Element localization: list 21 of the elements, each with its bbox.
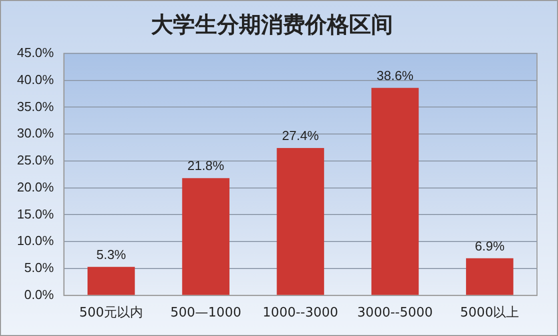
y-tick-label: 15.0% — [16, 206, 54, 222]
y-tick-label: 5.0% — [24, 260, 54, 276]
y-tick-label: 45.0% — [16, 44, 54, 60]
y-tick-label: 25.0% — [16, 152, 54, 168]
x-tick-label: 5000以上 — [460, 306, 520, 321]
y-tick-label: 0.0% — [24, 286, 54, 302]
x-tick-label: 500—1000 — [170, 306, 242, 321]
data-label: 6.9% — [474, 238, 505, 254]
y-tick-label: 10.0% — [16, 233, 54, 248]
y-tick-label: 30.0% — [16, 126, 54, 141]
data-label: 38.6% — [376, 68, 414, 83]
y-tick-label: 40.0% — [16, 72, 54, 87]
x-tick-label: 500元以内 — [79, 306, 144, 321]
data-label: 5.3% — [96, 246, 126, 262]
x-tick-label: 3000--5000 — [357, 306, 433, 321]
chart-title: 大学生分期消费价格区间 — [151, 12, 393, 38]
x-tick-label: 1000--3000 — [262, 306, 338, 321]
data-label: 21.8% — [187, 158, 225, 174]
y-tick-label: 35.0% — [16, 98, 54, 114]
data-label: 27.4% — [282, 128, 320, 144]
y-tick-label: 20.0% — [16, 179, 54, 194]
